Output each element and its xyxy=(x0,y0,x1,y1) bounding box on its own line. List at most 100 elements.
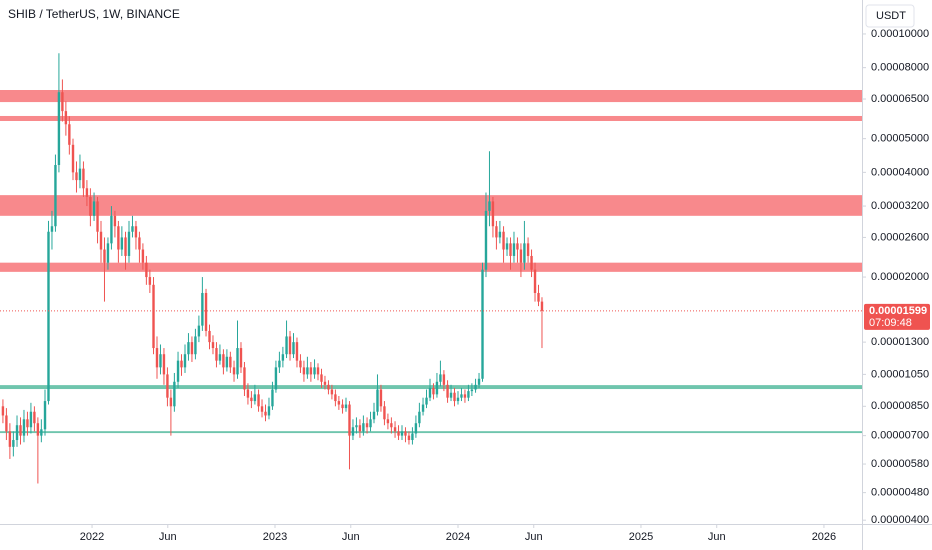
candle-body xyxy=(40,429,43,436)
candle-body xyxy=(82,168,85,189)
candle-body xyxy=(124,237,127,256)
candle-body xyxy=(134,226,138,238)
candle-body xyxy=(12,440,15,447)
candle-body xyxy=(491,201,495,227)
candle-body xyxy=(362,423,365,432)
candle-body xyxy=(43,401,47,430)
candle-body xyxy=(390,423,393,428)
candle-body xyxy=(138,237,141,250)
candle-body xyxy=(292,342,295,355)
last-price-label: 0.00001599 xyxy=(869,305,927,317)
candles xyxy=(0,53,862,484)
candle-body xyxy=(232,367,236,375)
candle-body xyxy=(152,284,155,349)
candle-body xyxy=(8,431,12,447)
candle-body xyxy=(253,394,257,402)
candle-body xyxy=(250,397,253,402)
currency-button[interactable] xyxy=(865,4,915,28)
y-tick-label: 0.00000480 xyxy=(871,487,929,499)
candle-body xyxy=(341,404,344,409)
currency-label[interactable]: USDT xyxy=(876,10,906,22)
candle-body xyxy=(127,231,131,256)
candle-body xyxy=(92,201,96,216)
candle-body xyxy=(15,425,19,441)
candle-body xyxy=(1,406,5,416)
candle-body xyxy=(5,415,8,432)
candle-body xyxy=(488,201,491,211)
candle-body xyxy=(498,231,502,238)
candle-body xyxy=(99,231,103,250)
candle-body xyxy=(526,243,530,256)
candle-body xyxy=(348,404,351,436)
zone xyxy=(0,115,862,121)
candle-body xyxy=(327,384,330,390)
candle-body xyxy=(239,348,243,368)
candle-body xyxy=(187,342,190,355)
candle-body xyxy=(372,411,376,420)
candle-body xyxy=(344,404,348,409)
candle-body xyxy=(365,423,369,428)
y-tick-label: 0.00002000 xyxy=(871,271,929,283)
candle-body xyxy=(505,243,509,250)
candle-body xyxy=(285,336,288,355)
candle-body xyxy=(530,255,533,270)
candle-body xyxy=(516,243,519,250)
y-tick-label: 0.00006500 xyxy=(871,93,929,105)
zone xyxy=(0,385,862,390)
candle-body xyxy=(50,226,54,232)
candle-body xyxy=(68,124,71,145)
x-tick-label: 2024 xyxy=(446,531,470,543)
candle-body xyxy=(467,391,470,398)
candle-body xyxy=(173,381,176,407)
candle-body xyxy=(474,384,477,390)
candle-body xyxy=(523,243,526,263)
candle-body xyxy=(103,249,106,263)
y-tick-label: 0.00002600 xyxy=(871,231,929,243)
candle-body xyxy=(166,374,169,398)
candle-body xyxy=(204,292,208,331)
candle-body xyxy=(22,419,26,436)
candle-body xyxy=(267,406,271,416)
candle-body xyxy=(404,431,407,436)
candle-body xyxy=(463,394,467,398)
candle-body xyxy=(61,92,64,112)
candle-body xyxy=(246,389,250,398)
candle-body xyxy=(89,196,92,216)
candle-body xyxy=(435,381,439,395)
y-tick-label: 0.00000700 xyxy=(871,430,929,442)
candle-body xyxy=(75,172,78,181)
candle-body xyxy=(113,215,117,227)
x-tick-label: 2022 xyxy=(80,531,104,543)
candle-body xyxy=(110,215,113,244)
candle-body xyxy=(260,406,264,412)
candle-body xyxy=(36,423,40,436)
candle-body xyxy=(411,433,414,441)
candle-body xyxy=(148,277,152,285)
candle-body xyxy=(540,301,544,311)
candle-body xyxy=(33,411,36,424)
candle-body xyxy=(316,367,320,375)
candle-body xyxy=(57,92,61,165)
candle-body xyxy=(169,397,173,407)
candle-body xyxy=(155,348,159,368)
zones xyxy=(0,89,862,434)
candle-body xyxy=(519,249,523,263)
candle-body xyxy=(330,389,334,395)
candle-body xyxy=(120,237,124,250)
candle-body xyxy=(162,354,166,375)
candle-body xyxy=(141,249,145,263)
candle-body xyxy=(418,411,421,424)
candle-body xyxy=(358,425,362,432)
zone xyxy=(0,431,862,434)
candle-body xyxy=(183,354,187,368)
y-tick-label: 0.00001300 xyxy=(871,336,929,348)
candle-body xyxy=(299,360,302,368)
candle-body xyxy=(85,188,89,197)
candle-body xyxy=(236,348,239,375)
candle-body xyxy=(278,360,281,368)
x-tick-label: Jun xyxy=(525,531,543,543)
candle-body xyxy=(376,389,379,412)
candle-body xyxy=(215,348,218,361)
axes: 0.00010000 0.00008000 0.00006500 0.00005000… xyxy=(80,28,930,543)
